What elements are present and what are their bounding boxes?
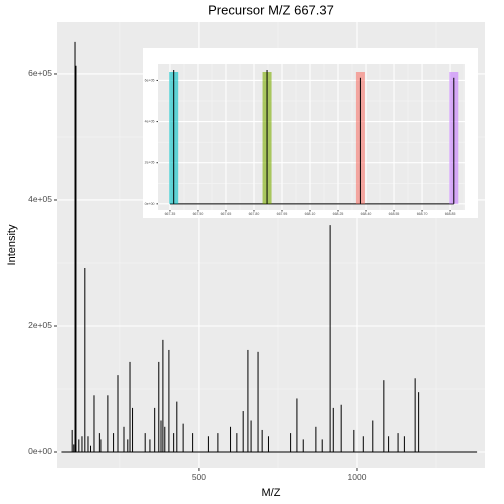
y-axis-label: Intensity — [6, 224, 18, 265]
plot-background — [158, 64, 465, 210]
y-tick-label: 2e+05 — [28, 320, 52, 330]
x-tick-label: 1000 — [348, 472, 367, 482]
y-tick-label: 0e+00 — [145, 202, 155, 206]
x-tick-label: 668.40 — [361, 212, 372, 216]
x-tick-label: 667.95 — [277, 212, 288, 216]
chart-title: Precursor M/Z 667.37 — [208, 2, 334, 17]
y-tick-label: 4e+05 — [145, 119, 155, 123]
y-tick-label: 4e+05 — [28, 194, 52, 204]
x-tick-label: 668.70 — [417, 212, 428, 216]
y-tick-label: 2e+05 — [145, 161, 155, 165]
x-tick-label: 668.10 — [305, 212, 316, 216]
x-tick-label: 500 — [192, 472, 206, 482]
y-tick-label: 0e+00 — [28, 446, 52, 456]
y-tick-label: 6e+05 — [28, 68, 52, 78]
x-tick-label: 668.25 — [333, 212, 344, 216]
y-tick-label: 6e+05 — [145, 78, 155, 82]
x-tick-label: 668.55 — [389, 212, 400, 216]
x-tick-label: 667.65 — [221, 212, 232, 216]
x-tick-label: 667.35 — [165, 212, 176, 216]
x-tick-label: 667.80 — [249, 212, 260, 216]
x-tick-label: 667.50 — [193, 212, 204, 216]
x-tick-label: 668.85 — [445, 212, 456, 216]
x-axis-label: M/Z — [262, 487, 281, 499]
